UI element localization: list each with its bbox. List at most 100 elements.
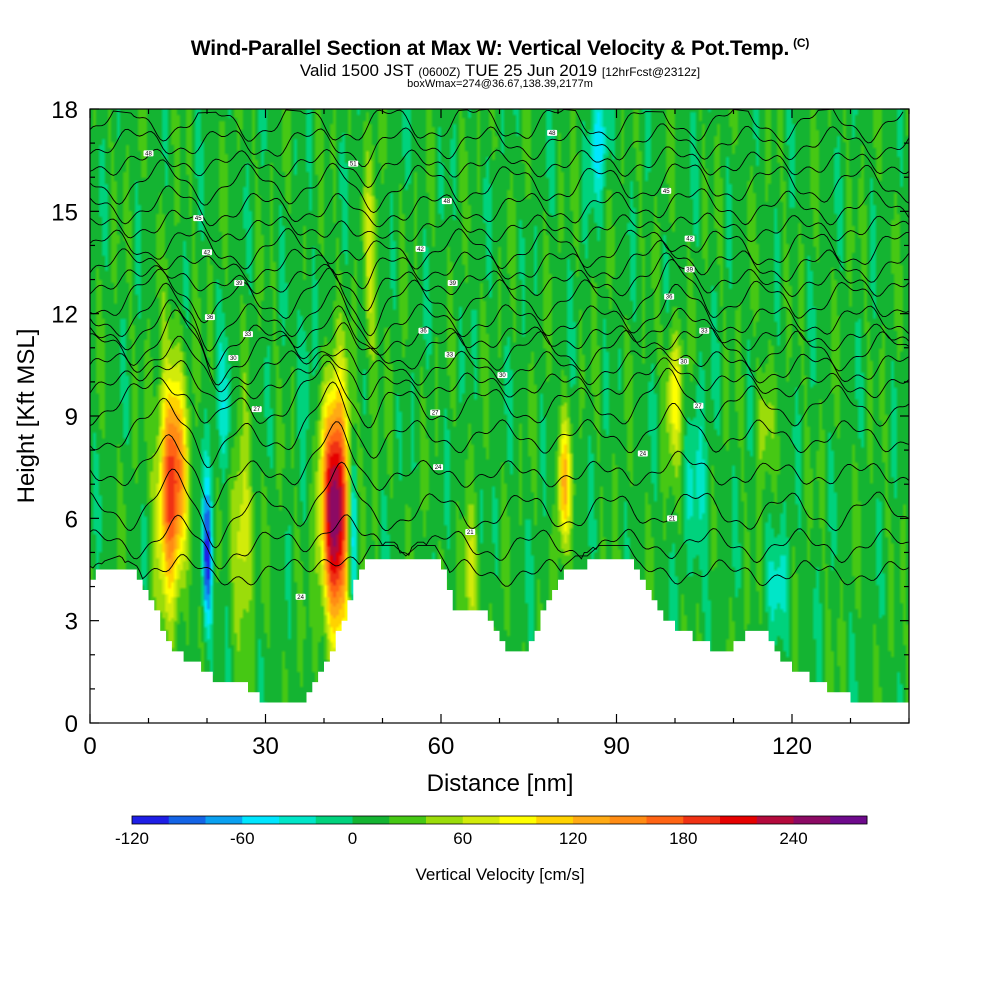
isentrope-label-bg (693, 402, 704, 409)
isentrope-label-bg (661, 187, 672, 194)
isentrope-label: 42 (204, 250, 211, 256)
isentrope-line (90, 299, 909, 370)
isentrope-label: 36 (666, 295, 673, 301)
potential-temperature-contours (90, 109, 909, 587)
y-tick-label: 6 (65, 506, 78, 533)
isentrope-label-bg (251, 406, 262, 413)
isentrope-line (90, 354, 909, 402)
potential-temperature-labels: 48 45 42 39 36 33 30 27 24 51 48 42 39 36 33 30 27 24 21 48… (143, 129, 710, 601)
isentrope-label-bg (684, 235, 695, 242)
isentrope-label-bg (204, 314, 215, 321)
isentrope-line (90, 514, 909, 570)
isentrope-label-bg (228, 355, 239, 362)
isentrope-line (90, 252, 909, 312)
colorbar-swatch (793, 816, 831, 824)
chart-title-text: Wind-Parallel Section at Max W: Vertical… (190, 37, 790, 60)
vertical-velocity-field (90, 109, 909, 723)
valid-zulu: (0600Z) (418, 65, 461, 79)
isentrope-label-bg (242, 331, 253, 338)
isentrope-line (90, 360, 909, 429)
x-axis: 0 30 60 90 120 (83, 109, 910, 760)
isentrope-label: 48 (145, 151, 152, 157)
isentrope-label: 48 (549, 131, 556, 137)
isentrope-label: 33 (446, 353, 453, 359)
y-tick-label: 3 (65, 609, 78, 636)
isentrope-label: 24 (435, 465, 442, 471)
isentrope-label: 33 (245, 332, 252, 338)
colorbar-swatch (168, 816, 206, 824)
colorbar-title: Vertical Velocity [cm/s] (415, 865, 584, 884)
colorbar-swatch (462, 816, 500, 824)
colorbar-swatch (536, 816, 574, 824)
isentrope-line (90, 335, 909, 393)
isentrope-label-bg (418, 327, 429, 334)
colorbar-tick-label: 0 (348, 829, 357, 848)
colorbar-swatch (609, 816, 647, 824)
isentrope-label: 33 (701, 329, 708, 335)
isentrope-label-bg (441, 198, 452, 205)
colorbar-swatch (720, 816, 758, 824)
isentrope-label: 30 (230, 356, 237, 362)
isentrope-label: 48 (444, 199, 451, 205)
isentrope-line (90, 209, 909, 243)
colorbar-tick-label: 240 (779, 829, 807, 848)
colorbar-swatch (132, 816, 170, 824)
isentrope-label-bg (295, 593, 306, 600)
colorbar-swatch (315, 816, 353, 824)
terrain-mask (90, 559, 909, 723)
isentrope-label-bg (348, 160, 359, 167)
isentrope-label: 27 (253, 407, 260, 413)
colorbar-tick-label: 60 (453, 829, 472, 848)
x-tick-label: 0 (83, 733, 96, 760)
isentrope-line (90, 146, 909, 189)
isentrope-label-bg (637, 450, 648, 457)
isentrope-line (90, 159, 909, 214)
x-tick-label: 120 (772, 733, 812, 760)
isentrope-label: 39 (236, 281, 243, 287)
colorbar-swatch (830, 816, 868, 824)
x-tick-label: 90 (603, 733, 630, 760)
colorbar-swatch (242, 816, 280, 824)
colorbar-tick-label: -120 (115, 829, 149, 848)
isentrope-label: 30 (680, 359, 687, 365)
colorbar-frame (131, 815, 868, 825)
y-tick-label: 12 (51, 302, 78, 329)
colorbar-tick-label: 180 (669, 829, 697, 848)
isentrope-label: 42 (417, 247, 424, 253)
isentrope-label: 27 (432, 411, 439, 417)
isentrope-label-bg (699, 327, 710, 334)
isentrope-line (90, 185, 909, 228)
isentrope-label-bg (444, 351, 455, 358)
y-axis-title: Height [Kft MSL] (13, 329, 40, 504)
isentrope-label: 45 (195, 216, 202, 222)
isentrope-label-bg (193, 215, 204, 222)
isentrope-label: 39 (686, 267, 693, 273)
isentrope-label-bg (202, 249, 212, 256)
valid-time: Valid 1500 JST (299, 61, 414, 80)
box-info: boxWmax=274@36.67,138.39,2177m (407, 78, 593, 90)
isentrope-label-bg (234, 279, 245, 286)
forecast-info: [12hrFcst@2312z] (601, 65, 701, 79)
chart-subtitle: Valid 1500 JST (0600Z) TUE 25 Jun 2019 [… (0, 61, 1000, 81)
colorbar-swatch (683, 816, 721, 824)
isentrope-label-bg (143, 150, 154, 157)
x-tick-label: 60 (428, 733, 455, 760)
isentrope-label-bg (497, 372, 508, 379)
isentrope-label: 24 (639, 452, 646, 458)
colorbar-tick-label: 120 (559, 829, 587, 848)
isentrope-label-bg (415, 245, 426, 252)
isentrope-label: 39 (449, 281, 456, 287)
colorbar-swatch (499, 816, 537, 824)
colorbar-swatch (279, 816, 317, 824)
isentrope-label-bg (678, 358, 689, 365)
isentrope-label: 21 (669, 516, 676, 522)
colorbar-swatch (205, 816, 243, 824)
colorbar-swatch (389, 816, 427, 824)
isentrope-label: 27 (695, 404, 702, 410)
isentrope-line (90, 258, 909, 337)
isentrope-label: 51 (350, 162, 357, 168)
isentrope-line (90, 381, 909, 468)
isentrope-line (90, 123, 909, 168)
isentrope-line (90, 545, 909, 587)
